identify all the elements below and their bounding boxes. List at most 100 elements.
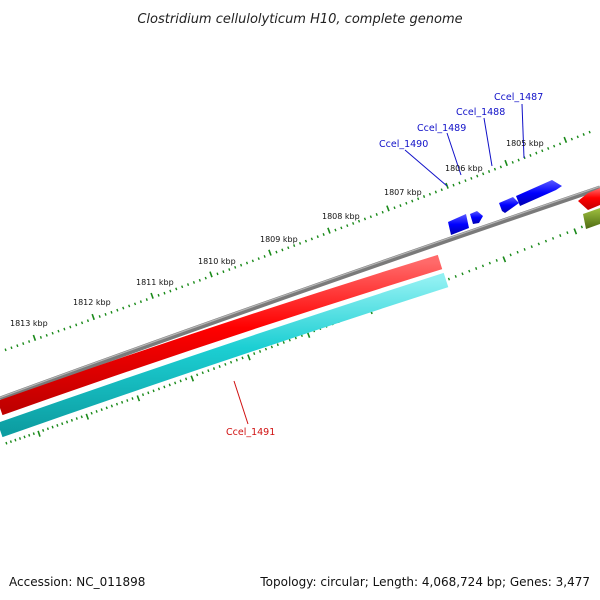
- accession-label: Accession: NC_011898: [9, 575, 145, 589]
- scale-label-1811: 1811 kbp: [136, 278, 174, 287]
- minor-tick: [18, 437, 22, 440]
- minor-tick: [75, 417, 78, 420]
- minor-tick: [147, 391, 150, 395]
- minor-tick: [544, 239, 548, 243]
- scale-label-1806: 1806 kbp: [445, 164, 483, 173]
- minor-tick: [547, 147, 550, 150]
- minor-tick: [204, 276, 207, 280]
- major-tick: [150, 292, 154, 299]
- callout-ccel-1491: [233, 380, 249, 425]
- minor-tick: [381, 210, 384, 214]
- minor-tick: [133, 302, 137, 306]
- minor-tick: [28, 433, 31, 437]
- minor-tick: [293, 244, 296, 247]
- minor-tick: [458, 181, 461, 185]
- gene-label-ccel-1491[interactable]: Ccel_1491: [226, 427, 275, 438]
- minor-tick: [298, 241, 302, 245]
- minor-tick: [224, 362, 227, 366]
- minor-tick: [218, 365, 221, 368]
- minor-tick: [287, 246, 290, 250]
- cds-ccel-1491-bar[interactable]: [0, 272, 449, 438]
- minor-tick: [288, 338, 291, 342]
- minor-tick: [46, 427, 49, 431]
- callout-ccel-1488: [483, 117, 493, 167]
- minor-tick: [482, 172, 485, 176]
- minor-tick: [181, 285, 184, 289]
- minor-tick: [582, 133, 585, 136]
- scale-label-1812: 1812 kbp: [73, 298, 111, 307]
- minor-tick: [222, 270, 225, 274]
- minor-tick: [51, 331, 54, 335]
- minor-tick: [179, 379, 182, 383]
- major-tick: [563, 136, 568, 143]
- gene-ccel-1488-arrow[interactable]: [499, 197, 519, 213]
- minor-tick: [428, 192, 432, 196]
- minor-tick: [588, 130, 591, 134]
- major-tick: [190, 375, 195, 382]
- minor-tick: [464, 179, 467, 183]
- minor-tick: [207, 369, 210, 373]
- minor-tick: [511, 160, 514, 164]
- callout-ccel-1487: [521, 103, 525, 159]
- minor-tick: [310, 237, 313, 241]
- minor-tick: [32, 432, 35, 436]
- minor-tick: [63, 327, 66, 331]
- minor-tick: [241, 356, 244, 360]
- gene-ccel-1490-arrow[interactable]: [448, 214, 469, 235]
- minor-tick: [105, 406, 108, 410]
- minor-tick: [493, 167, 497, 171]
- minor-tick: [201, 371, 204, 375]
- minor-tick: [452, 183, 455, 187]
- minor-tick: [65, 420, 69, 424]
- minor-tick: [454, 275, 457, 278]
- minor-tick: [51, 425, 54, 429]
- gene-red-right-edge[interactable]: [578, 188, 600, 210]
- minor-tick: [346, 224, 349, 228]
- gene-ccel-1489-arrow[interactable]: [470, 211, 483, 224]
- minor-tick: [541, 149, 544, 153]
- major-tick: [502, 256, 507, 263]
- minor-tick: [580, 225, 583, 229]
- minor-tick: [281, 248, 284, 252]
- minor-tick: [530, 245, 533, 249]
- minor-tick: [175, 287, 178, 291]
- minor-tick: [14, 438, 17, 442]
- minor-tick: [216, 272, 219, 276]
- minor-tick: [276, 343, 279, 347]
- genome-backbone-highlight: [0, 185, 600, 399]
- minor-tick: [128, 304, 131, 308]
- minor-tick: [304, 239, 308, 243]
- minor-tick: [537, 242, 540, 246]
- genome-title: Clostridium cellulolyticum H10, complete…: [137, 12, 462, 27]
- minor-tick: [240, 263, 243, 267]
- minor-tick: [434, 190, 437, 194]
- minor-tick: [294, 336, 297, 340]
- minor-tick: [234, 265, 237, 269]
- minor-tick: [470, 176, 473, 180]
- minor-tick: [566, 231, 569, 235]
- scale-label-1813: 1813 kbp: [10, 319, 48, 328]
- minor-tick: [245, 261, 249, 265]
- minor-tick: [393, 206, 396, 210]
- gene-label-ccel-1487[interactable]: Ccel_1487: [494, 92, 543, 103]
- gene-ccel-1491-bar[interactable]: [0, 254, 443, 416]
- minor-tick: [264, 347, 268, 351]
- minor-tick: [45, 333, 48, 337]
- scale-label-1805: 1805 kbp: [506, 139, 544, 148]
- minor-tick: [86, 319, 90, 323]
- minor-tick: [75, 323, 78, 327]
- minor-tick: [110, 310, 113, 314]
- gene-olive-right-edge[interactable]: [583, 208, 600, 229]
- major-tick: [268, 249, 272, 256]
- minor-tick: [4, 348, 7, 352]
- gene-label-ccel-1488[interactable]: Ccel_1488: [456, 107, 505, 118]
- scale-label-1807: 1807 kbp: [384, 188, 422, 197]
- minor-tick: [57, 329, 60, 333]
- gene-label-ccel-1490[interactable]: Ccel_1490: [379, 139, 428, 150]
- minor-tick: [322, 233, 325, 236]
- gene-ccel-1487-arrow[interactable]: [516, 180, 562, 206]
- minor-tick: [558, 142, 562, 146]
- gene-label-ccel-1489[interactable]: Ccel_1489: [417, 123, 466, 134]
- minor-tick: [529, 153, 532, 157]
